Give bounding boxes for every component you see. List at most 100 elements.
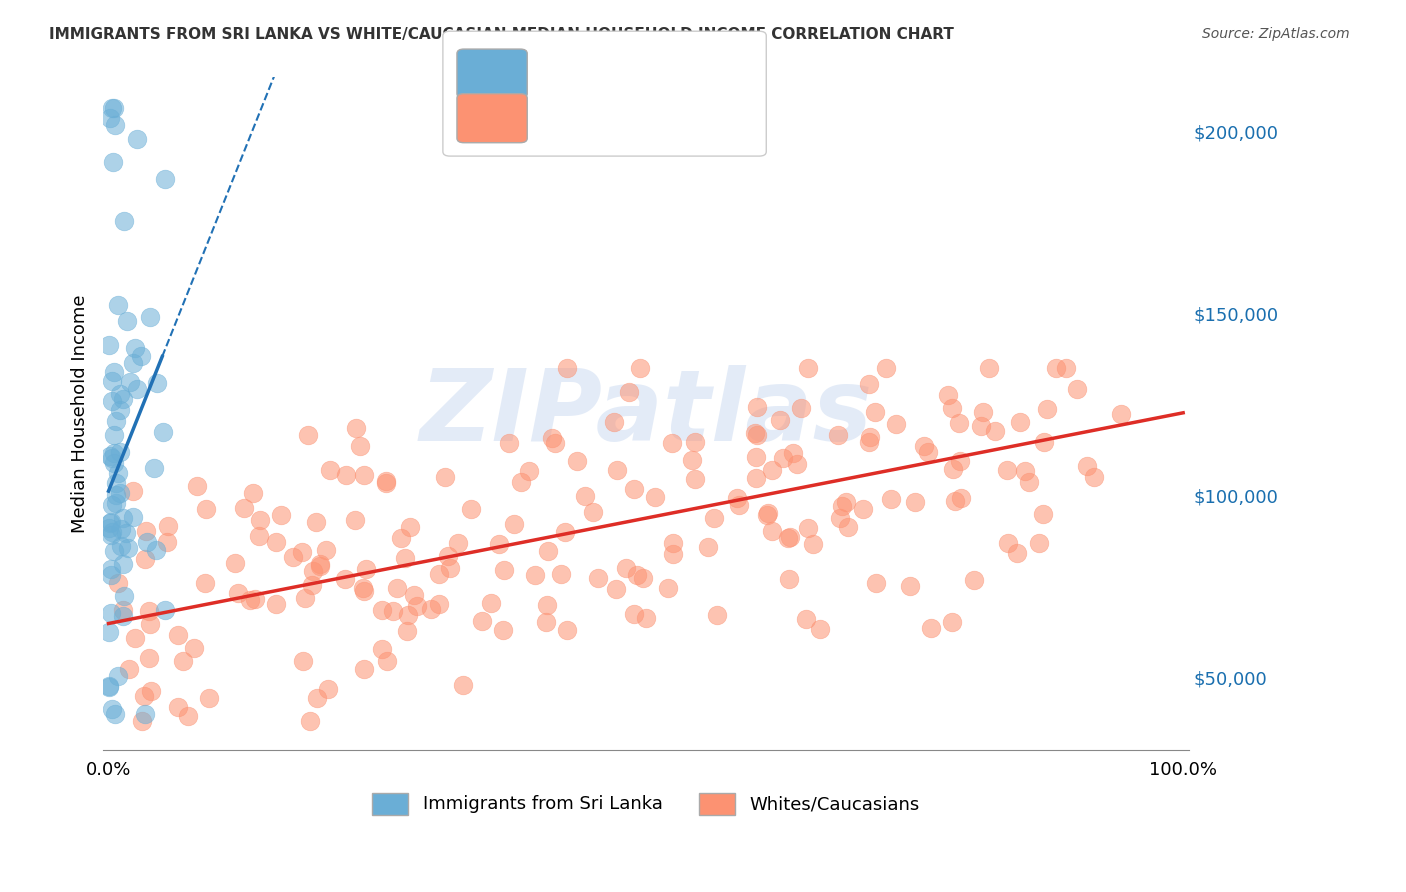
- Point: [98, 449, 121, 463]
- Point: [112, 608, 135, 623]
- Point: [863, 405, 886, 419]
- Point: [121, 483, 143, 498]
- Point: [747, 428, 769, 442]
- Point: [790, 401, 813, 416]
- Point: [136, 535, 159, 549]
- Point: [301, 577, 323, 591]
- Point: [152, 425, 174, 439]
- Point: [108, 403, 131, 417]
- Point: [728, 498, 751, 512]
- Point: [681, 453, 703, 467]
- Point: [628, 361, 651, 376]
- Point: [555, 624, 578, 638]
- Point: [146, 376, 169, 390]
- Point: [794, 612, 817, 626]
- Point: [772, 451, 794, 466]
- Point: [127, 382, 149, 396]
- Point: [747, 401, 769, 415]
- Point: [125, 131, 148, 145]
- Point: [98, 111, 121, 125]
- Point: [305, 691, 328, 706]
- Point: [875, 361, 897, 376]
- Point: [1045, 361, 1067, 376]
- Point: [103, 456, 125, 470]
- Point: [115, 314, 138, 328]
- Point: [884, 417, 907, 432]
- Point: [131, 714, 153, 728]
- Point: [319, 463, 342, 477]
- Point: [1005, 546, 1028, 560]
- Point: [104, 119, 127, 133]
- Point: [294, 591, 316, 606]
- Point: [112, 589, 135, 603]
- Point: [614, 560, 637, 574]
- Point: [112, 511, 135, 525]
- Point: [1054, 361, 1077, 376]
- Point: [948, 416, 970, 430]
- Point: [550, 566, 572, 581]
- Point: [105, 475, 128, 490]
- Point: [264, 598, 287, 612]
- Point: [606, 463, 628, 477]
- Point: [100, 101, 122, 115]
- Point: [344, 420, 367, 434]
- Point: [107, 576, 129, 591]
- Point: [588, 572, 610, 586]
- Point: [725, 491, 748, 506]
- Point: [662, 547, 685, 561]
- Point: [100, 562, 122, 576]
- Point: [865, 576, 887, 591]
- Point: [101, 374, 124, 388]
- Point: [661, 435, 683, 450]
- Point: [177, 709, 200, 723]
- Point: [98, 516, 121, 530]
- Point: [778, 532, 800, 546]
- Point: [224, 556, 246, 570]
- Point: [134, 552, 156, 566]
- Point: [110, 387, 132, 401]
- Point: [103, 365, 125, 379]
- Point: [761, 463, 783, 477]
- Point: [292, 654, 315, 668]
- Point: [157, 519, 180, 533]
- Point: [744, 471, 766, 485]
- Point: [266, 535, 288, 549]
- Point: [782, 446, 804, 460]
- Point: [104, 488, 127, 502]
- Point: [112, 392, 135, 407]
- Point: [115, 525, 138, 540]
- Point: [107, 467, 129, 481]
- Point: [537, 544, 560, 558]
- Point: [536, 599, 558, 613]
- Point: [623, 483, 645, 497]
- Point: [153, 603, 176, 617]
- Point: [389, 531, 412, 545]
- Point: [492, 563, 515, 577]
- Point: [434, 470, 457, 484]
- Point: [582, 505, 605, 519]
- Point: [831, 500, 853, 514]
- Point: [138, 310, 160, 324]
- Point: [488, 536, 510, 550]
- Y-axis label: Median Household Income: Median Household Income: [72, 294, 89, 533]
- Point: [103, 543, 125, 558]
- Point: [245, 592, 267, 607]
- Point: [995, 463, 1018, 477]
- Point: [112, 214, 135, 228]
- Point: [395, 624, 418, 638]
- Point: [703, 510, 725, 524]
- Point: [353, 662, 375, 676]
- Point: [124, 341, 146, 355]
- Point: [117, 541, 139, 555]
- Point: [567, 454, 589, 468]
- Point: [183, 641, 205, 656]
- Point: [827, 428, 849, 442]
- Point: [898, 579, 921, 593]
- Point: [107, 669, 129, 683]
- Point: [683, 435, 706, 450]
- Point: [344, 513, 367, 527]
- Point: [904, 495, 927, 509]
- Point: [139, 617, 162, 632]
- Point: [970, 419, 993, 434]
- Point: [626, 567, 648, 582]
